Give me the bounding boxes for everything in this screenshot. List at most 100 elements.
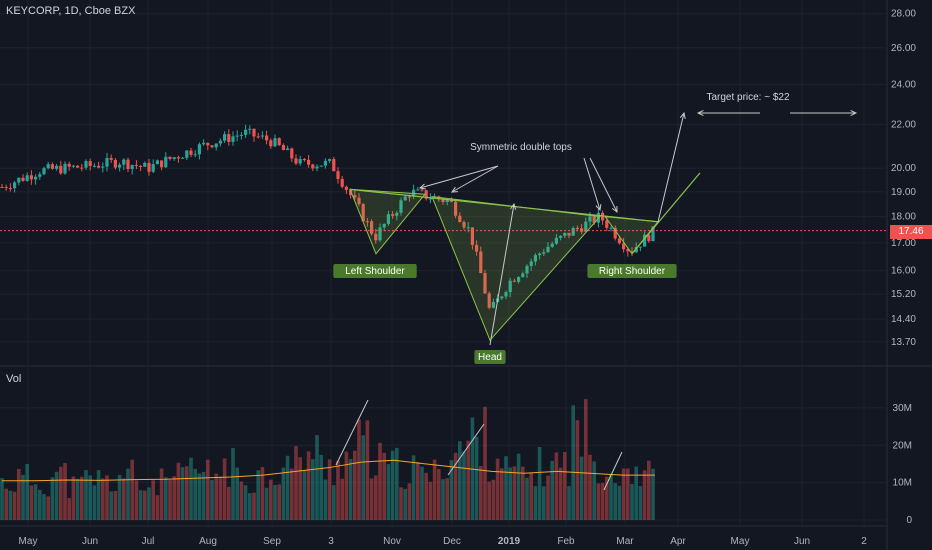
candle-body	[638, 246, 642, 248]
volume-bar	[617, 485, 622, 520]
volume-bar	[302, 470, 307, 520]
x-tick-label: Dec	[443, 536, 461, 547]
label-right-shoulder-box	[587, 264, 677, 278]
x-tick-label: Feb	[557, 536, 575, 547]
volume-bar	[319, 454, 323, 520]
candle-body	[290, 148, 294, 159]
volume-bars	[0, 399, 655, 520]
candle-body	[382, 224, 386, 228]
volume-bar	[495, 458, 500, 520]
volume-bar	[428, 481, 433, 520]
volume-bar	[642, 470, 647, 520]
volume-bar	[147, 487, 151, 520]
volume-bar	[311, 459, 315, 520]
candle-body	[143, 162, 147, 167]
candle-body	[445, 200, 449, 203]
volume-bar	[185, 466, 189, 520]
volume-bar	[206, 459, 210, 520]
volume-bar	[113, 490, 118, 520]
volume-bar	[445, 478, 449, 520]
candle-body	[235, 135, 239, 137]
candle-body	[433, 196, 437, 199]
volume-bar	[609, 474, 613, 520]
candle-body	[529, 261, 533, 266]
volume-bar	[462, 451, 466, 520]
volume-bar	[327, 459, 332, 520]
volume-bar	[315, 435, 319, 520]
label-head-box	[474, 350, 506, 364]
volume-bar	[479, 466, 483, 520]
volume-bar	[231, 448, 235, 520]
volume-bar	[67, 498, 71, 520]
volume-bar	[273, 484, 277, 520]
candle-body	[139, 165, 143, 167]
candle-body	[248, 128, 252, 130]
volume-bar	[596, 483, 601, 520]
candle-body	[613, 227, 617, 239]
y-tick-label: 26.00	[891, 43, 916, 54]
candle-body	[533, 255, 537, 262]
candle-body	[588, 216, 592, 222]
candle-body	[76, 165, 80, 168]
candle-body	[487, 293, 491, 308]
candle-body	[21, 177, 25, 181]
volume-bar	[521, 466, 525, 520]
candle-body	[399, 200, 403, 213]
volume-bar	[117, 474, 122, 520]
volume-trend-line	[335, 399, 369, 466]
candle-body	[46, 164, 50, 169]
candle-body	[17, 177, 21, 183]
y-tick-label: 16.00	[891, 266, 916, 277]
candle-body	[479, 251, 483, 274]
candle-body	[202, 142, 206, 145]
arrow-double-top-1	[419, 165, 499, 189]
volume-bar	[361, 435, 365, 520]
candle-body	[239, 134, 243, 136]
candle-body	[365, 221, 369, 223]
volume-bar	[344, 451, 349, 520]
candle-body	[71, 165, 75, 167]
arrow-double-top-2-head	[450, 186, 459, 193]
y-tick-label: 24.00	[891, 80, 916, 91]
volume-bar	[441, 479, 445, 520]
volume-bar	[449, 460, 454, 520]
candle-body	[319, 165, 323, 167]
candle-body	[512, 280, 516, 282]
volume-bar	[0, 478, 4, 520]
candle-body	[622, 243, 626, 250]
volume-bar	[487, 481, 491, 520]
x-tick-label: Apr	[670, 536, 686, 547]
candle-body	[298, 158, 302, 164]
volume-bar	[533, 486, 538, 520]
volume-bar	[33, 484, 38, 520]
candle-body	[328, 159, 332, 161]
y-tick-label: 17.00	[891, 238, 916, 249]
candle-body	[592, 216, 596, 223]
candle-body	[563, 232, 567, 236]
candle-body	[260, 135, 264, 137]
volume-bar	[399, 487, 403, 520]
volume-bar	[420, 466, 424, 520]
candle-body	[97, 165, 101, 168]
volume-bar	[80, 476, 84, 520]
volume-bar	[504, 456, 508, 520]
candle-body	[420, 189, 424, 191]
volume-bar	[411, 455, 416, 520]
candle-body	[172, 157, 176, 159]
y-tick-label: 19.00	[891, 187, 916, 198]
candle-body	[302, 158, 306, 160]
volume-bar	[248, 493, 252, 520]
candle-body	[403, 196, 407, 201]
candle-body	[546, 246, 550, 253]
volume-bar	[584, 399, 588, 520]
volume-bar	[353, 450, 357, 520]
candle-body	[332, 159, 336, 172]
volume-bar	[143, 490, 147, 520]
candle-body	[29, 175, 33, 180]
candle-body	[147, 162, 151, 172]
volume-bar	[466, 440, 470, 520]
candle-body	[197, 144, 201, 155]
candle-body	[617, 238, 621, 244]
